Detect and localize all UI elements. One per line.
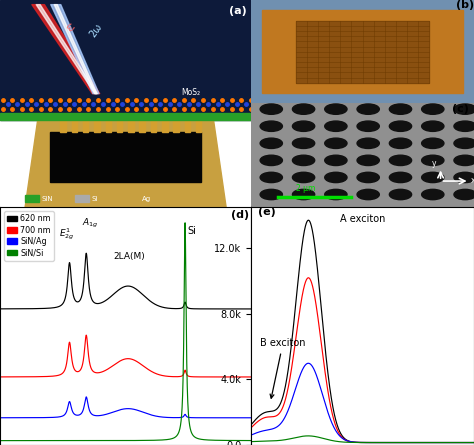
Circle shape — [422, 155, 444, 166]
Circle shape — [454, 172, 474, 182]
Bar — [0, 113, 251, 120]
Bar — [151, 118, 156, 133]
Circle shape — [292, 121, 315, 131]
Circle shape — [422, 121, 444, 131]
Bar — [128, 118, 134, 133]
Circle shape — [389, 138, 411, 149]
Circle shape — [325, 172, 347, 182]
Circle shape — [260, 172, 283, 182]
Circle shape — [292, 189, 315, 200]
Circle shape — [260, 155, 283, 166]
Circle shape — [422, 189, 444, 200]
Circle shape — [292, 138, 315, 149]
Text: $E^1_{2g}$: $E^1_{2g}$ — [59, 227, 74, 242]
Text: A exciton: A exciton — [340, 214, 386, 224]
Bar — [94, 118, 100, 133]
Bar — [196, 118, 201, 133]
Circle shape — [292, 104, 315, 114]
Bar — [60, 118, 66, 133]
Bar — [126, 194, 139, 202]
Text: 2ω: 2ω — [88, 22, 104, 39]
Bar — [50, 133, 201, 182]
Circle shape — [357, 104, 379, 114]
Bar — [75, 194, 89, 202]
Text: ω: ω — [63, 20, 76, 33]
Text: SiN: SiN — [41, 196, 53, 202]
Text: Si: Si — [188, 226, 196, 236]
Bar — [117, 118, 122, 133]
Circle shape — [357, 138, 379, 149]
Circle shape — [357, 121, 379, 131]
Bar — [72, 118, 77, 133]
Text: 2LA(M): 2LA(M) — [113, 252, 145, 261]
Circle shape — [292, 172, 315, 182]
Circle shape — [325, 104, 347, 114]
Bar — [262, 10, 463, 93]
Circle shape — [260, 104, 283, 114]
Circle shape — [357, 172, 379, 182]
Circle shape — [389, 121, 411, 131]
Bar — [185, 118, 190, 133]
Circle shape — [454, 138, 474, 149]
Text: Si: Si — [91, 196, 98, 202]
Circle shape — [389, 172, 411, 182]
Text: (e): (e) — [257, 207, 275, 217]
Circle shape — [454, 104, 474, 114]
Circle shape — [389, 189, 411, 200]
Circle shape — [260, 138, 283, 149]
Text: (d): (d) — [231, 210, 249, 220]
Circle shape — [357, 189, 379, 200]
Circle shape — [260, 189, 283, 200]
Text: (c): (c) — [452, 104, 469, 114]
Circle shape — [325, 155, 347, 166]
Circle shape — [454, 189, 474, 200]
Bar — [173, 118, 179, 133]
Bar — [139, 118, 145, 133]
Text: (a): (a) — [228, 7, 246, 16]
Circle shape — [325, 189, 347, 200]
Text: MoS₂: MoS₂ — [181, 88, 200, 97]
Circle shape — [389, 104, 411, 114]
Text: y: y — [432, 158, 436, 167]
Legend: 620 nm, 700 nm, SiN/Ag, SiN/Si: 620 nm, 700 nm, SiN/Ag, SiN/Si — [4, 211, 54, 261]
Polygon shape — [25, 120, 226, 207]
Circle shape — [454, 155, 474, 166]
Text: x: x — [471, 176, 474, 185]
Circle shape — [325, 138, 347, 149]
Text: B exciton: B exciton — [260, 339, 306, 398]
Bar — [296, 20, 429, 83]
Circle shape — [260, 121, 283, 131]
Circle shape — [325, 121, 347, 131]
Bar — [83, 118, 89, 133]
Bar — [0, 0, 251, 120]
Circle shape — [422, 172, 444, 182]
Circle shape — [357, 155, 379, 166]
Bar — [162, 118, 168, 133]
Circle shape — [389, 155, 411, 166]
Text: $A_{1g}$: $A_{1g}$ — [82, 216, 99, 230]
Circle shape — [422, 104, 444, 114]
Bar — [25, 194, 39, 202]
Circle shape — [454, 121, 474, 131]
Bar — [106, 118, 111, 133]
Circle shape — [422, 138, 444, 149]
Text: 2 μm: 2 μm — [296, 184, 315, 194]
Text: (b): (b) — [456, 0, 474, 10]
Circle shape — [292, 155, 315, 166]
Text: Ag: Ag — [142, 196, 151, 202]
